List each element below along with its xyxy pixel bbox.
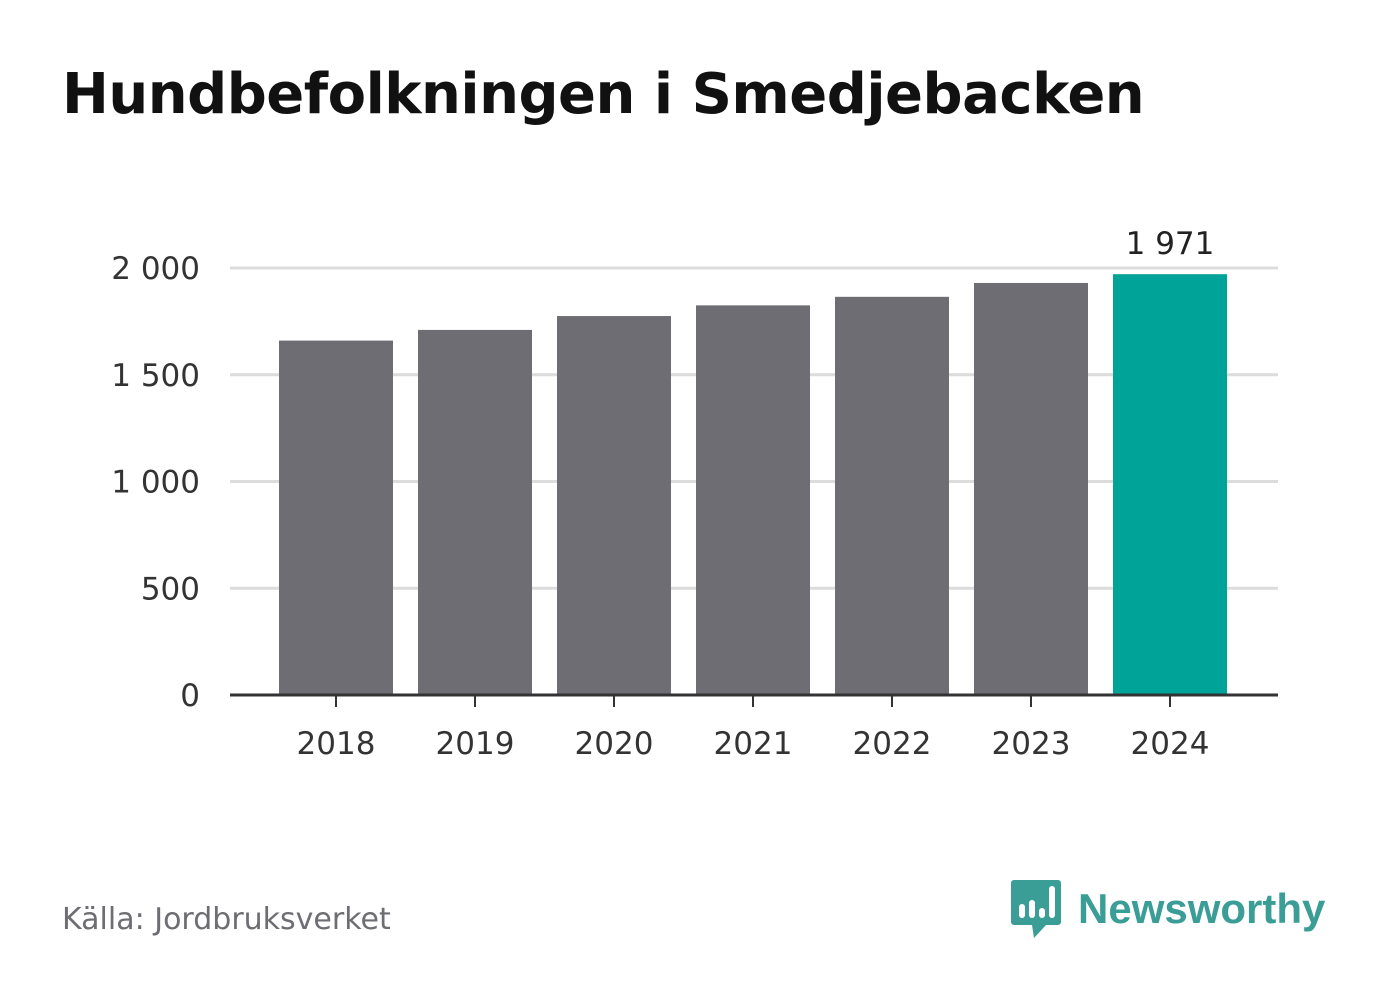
bar: [279, 340, 393, 695]
y-tick-label: 2 000: [111, 251, 200, 287]
bar: [1113, 274, 1227, 695]
bar: [418, 329, 532, 695]
newsworthy-logo-icon: [1011, 880, 1061, 938]
brand-name: Newsworthy: [1078, 885, 1326, 932]
y-tick-label: 1 500: [111, 358, 200, 394]
bar: [696, 305, 810, 695]
bar: [557, 316, 671, 695]
x-tick-label: 2019: [436, 726, 515, 762]
x-tick-label: 2023: [992, 726, 1071, 762]
x-tick-label: 2021: [714, 726, 793, 762]
brand-logo: Newsworthy: [1010, 878, 1325, 940]
source-note: Källa: Jordbruksverket: [62, 902, 391, 937]
x-tick-label: 2018: [297, 726, 376, 762]
bar: [835, 296, 949, 695]
x-tick-label: 2020: [575, 726, 654, 762]
y-tick-label: 500: [141, 571, 200, 607]
y-tick-label: 1 000: [111, 465, 200, 501]
x-tick-label: 2022: [853, 726, 932, 762]
bar: [974, 282, 1088, 695]
data-label: 1 971: [1126, 226, 1215, 262]
x-tick-label: 2024: [1131, 726, 1210, 762]
y-tick-label: 0: [180, 678, 200, 714]
chart-title: Hundbefolkningen i Smedjebacken: [62, 62, 1145, 127]
